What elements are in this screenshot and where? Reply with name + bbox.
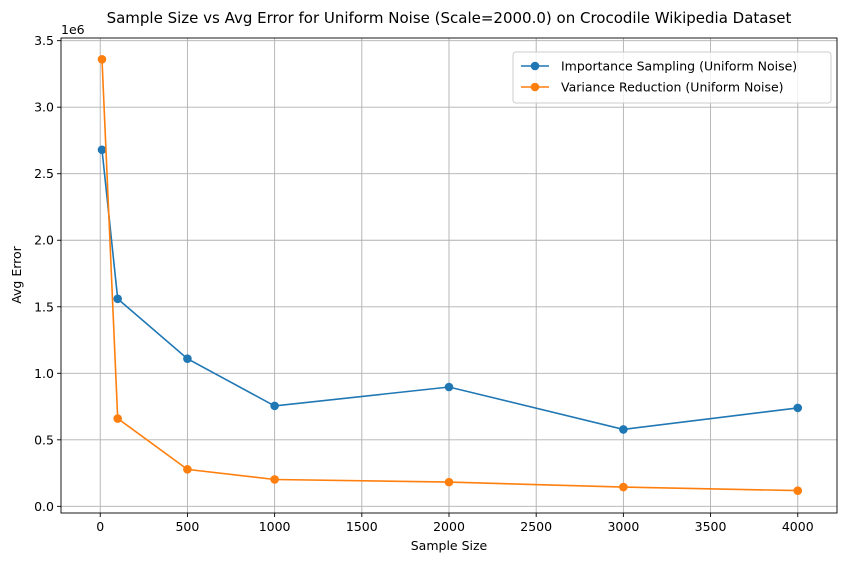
data-point bbox=[97, 54, 107, 64]
y-tick-label: 1.0 bbox=[34, 366, 54, 381]
data-point bbox=[619, 425, 628, 434]
data-point bbox=[113, 414, 122, 423]
legend-label: Importance Sampling (Uniform Noise) bbox=[561, 59, 797, 74]
x-tick-label: 1500 bbox=[346, 519, 378, 534]
data-point bbox=[113, 294, 122, 304]
x-tick-label: 0 bbox=[96, 519, 104, 534]
x-tick-label: 2500 bbox=[520, 519, 552, 534]
data-point bbox=[183, 465, 192, 474]
data-point bbox=[97, 145, 107, 155]
tick-layer: 0 500 1000 1500 2000 2500 3000 3500 4000 0.0 0.5 1.… bbox=[34, 33, 814, 534]
data-point bbox=[444, 477, 454, 487]
data-point bbox=[444, 382, 454, 392]
y-tick-label: 2.0 bbox=[34, 233, 54, 248]
y-tick-label: 1.5 bbox=[34, 299, 54, 314]
y-tick-label: 0.0 bbox=[34, 499, 54, 514]
y-offset-label: 1e6 bbox=[61, 22, 85, 37]
x-tick-label: 4000 bbox=[782, 519, 814, 534]
legend-label: Variance Reduction (Uniform Noise) bbox=[561, 80, 784, 95]
data-point bbox=[270, 401, 279, 411]
grid-layer bbox=[61, 38, 837, 513]
y-tick-label: 0.5 bbox=[34, 432, 54, 447]
x-tick-label: 500 bbox=[175, 519, 199, 534]
series-0 bbox=[97, 145, 803, 434]
data-point bbox=[619, 482, 628, 492]
data-point bbox=[793, 486, 803, 495]
x-tick-label: 1000 bbox=[259, 519, 291, 534]
x-tick-label: 3500 bbox=[695, 519, 727, 534]
x-tick-label: 2000 bbox=[433, 519, 465, 534]
x-axis-label: Sample Size bbox=[411, 538, 488, 553]
legend-marker bbox=[530, 61, 540, 71]
legend: Importance Sampling (Uniform Noise) Varia… bbox=[512, 51, 832, 104]
y-tick-label: 3.5 bbox=[34, 33, 54, 48]
legend-box bbox=[512, 51, 832, 104]
data-point bbox=[270, 475, 279, 484]
y-tick-label: 3.0 bbox=[34, 100, 54, 115]
y-axis-label: Avg Error bbox=[9, 245, 24, 303]
chart-title: Sample Size vs Avg Error for Uniform Noi… bbox=[107, 9, 792, 27]
data-point bbox=[793, 403, 803, 413]
series-1 bbox=[97, 54, 803, 495]
series-layer bbox=[97, 54, 803, 495]
y-tick-label: 2.5 bbox=[34, 166, 54, 181]
data-point bbox=[183, 354, 192, 363]
legend-marker bbox=[530, 82, 540, 92]
x-tick-label: 3000 bbox=[607, 519, 639, 534]
